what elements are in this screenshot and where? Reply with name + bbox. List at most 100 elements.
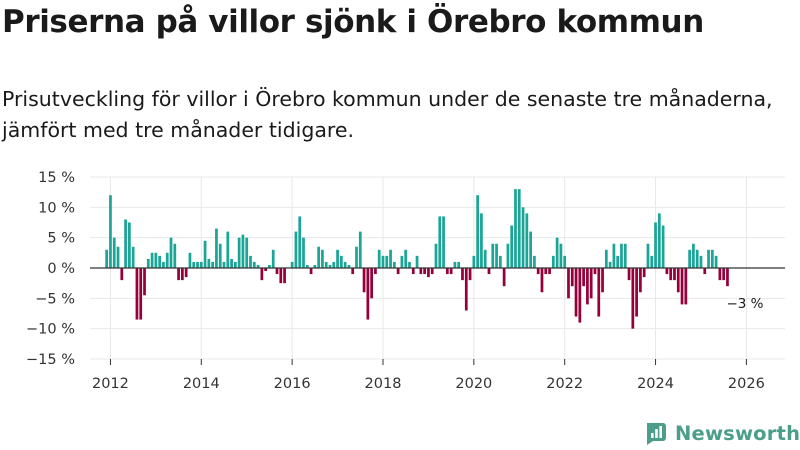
bar [491, 243, 495, 268]
bar [718, 268, 722, 281]
bar [449, 268, 453, 275]
bar [457, 261, 461, 268]
y-tick-label: −15 % [26, 352, 75, 368]
bar [419, 268, 423, 275]
bar [472, 255, 476, 268]
bar [684, 268, 688, 305]
bar [184, 268, 188, 278]
bar [124, 219, 127, 268]
bar [177, 268, 180, 281]
bar [252, 261, 256, 268]
bar [529, 231, 532, 268]
bar [181, 268, 184, 281]
bar [230, 258, 233, 268]
y-tick-label: −10 % [26, 322, 75, 338]
bar [302, 237, 305, 268]
latest-value-label: −3 % [726, 296, 763, 312]
bar [290, 261, 294, 268]
bar [222, 261, 226, 268]
bar [642, 268, 646, 278]
y-tick-label: 10 % [38, 200, 75, 216]
bar [226, 231, 230, 268]
bar [234, 261, 237, 268]
bar [237, 237, 241, 268]
newsworthy-logo-text: Newsworthy [675, 421, 800, 445]
bar [604, 249, 608, 268]
bar [707, 249, 710, 268]
bar [268, 264, 271, 268]
bar [627, 268, 631, 281]
bar [143, 268, 146, 296]
bar [495, 243, 498, 268]
bar [112, 237, 116, 268]
bar [525, 213, 529, 268]
bar [408, 261, 411, 268]
bar [120, 268, 124, 281]
bar [710, 249, 714, 268]
bar [673, 268, 676, 281]
bar [612, 243, 616, 268]
bar [400, 255, 404, 268]
bar [324, 261, 328, 268]
bar [275, 268, 279, 275]
bar [411, 268, 415, 275]
x-tick-label: 2026 [728, 376, 765, 392]
bar [445, 268, 449, 275]
bar [339, 255, 343, 268]
bar [313, 264, 317, 268]
bar [423, 268, 426, 275]
bar [555, 237, 559, 268]
x-tick-label: 2022 [546, 376, 583, 392]
bar [381, 255, 385, 268]
bar [385, 255, 389, 268]
chart-title: Priserna på villor sjönk i Örebro kommun [2, 4, 704, 40]
x-tick-label: 2012 [92, 376, 129, 392]
bar [597, 268, 601, 317]
bar [392, 261, 396, 268]
bar [264, 268, 268, 272]
bar [453, 261, 457, 268]
bar [362, 268, 366, 293]
bar [586, 268, 589, 305]
bar [347, 264, 351, 268]
bar [502, 268, 506, 287]
bar [279, 268, 283, 284]
bar [510, 225, 514, 268]
bar [430, 268, 434, 275]
bar [714, 255, 718, 268]
bar [540, 268, 544, 293]
bar [703, 268, 707, 275]
y-tick-label: 0 % [47, 261, 75, 277]
bar [551, 255, 555, 268]
bar [305, 264, 309, 268]
bar [699, 255, 703, 268]
bar [578, 268, 582, 323]
bar [260, 268, 264, 281]
bar [328, 264, 332, 268]
bar [517, 189, 521, 268]
bar [521, 207, 525, 268]
bar [563, 255, 567, 268]
bar [631, 268, 635, 329]
bar [199, 261, 203, 268]
bar [154, 252, 158, 268]
x-tick-label: 2016 [274, 376, 311, 392]
bar [271, 249, 275, 268]
bar [464, 268, 468, 311]
bar [514, 189, 517, 268]
bar [434, 243, 438, 268]
bar [317, 246, 321, 268]
bar [593, 268, 597, 275]
bar [321, 249, 324, 268]
bar [574, 268, 578, 317]
bar [249, 255, 252, 268]
bar [722, 268, 726, 281]
bar [506, 243, 510, 268]
bar [358, 231, 362, 268]
y-tick-label: 5 % [47, 231, 75, 247]
bar-series [105, 189, 729, 329]
x-tick-label: 2020 [455, 376, 492, 392]
bar [173, 243, 177, 268]
bar [567, 268, 570, 299]
bar [623, 243, 627, 268]
